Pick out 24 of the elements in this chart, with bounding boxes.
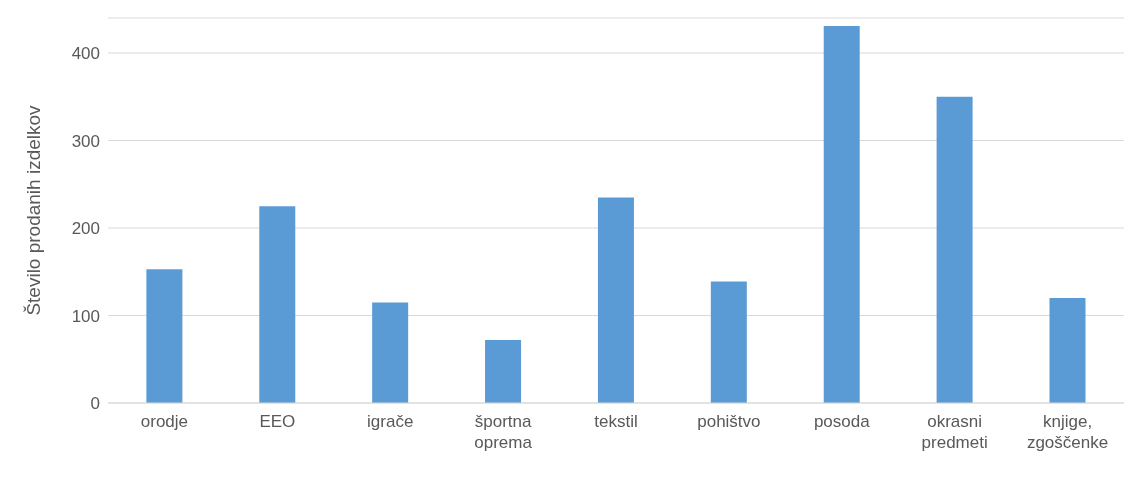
bar [710,281,747,403]
x-tick-label: igrače [367,412,414,431]
y-axis-title: Število prodanih izdelkov [22,104,44,316]
x-tick-label: EEO [259,412,296,431]
bar [146,269,183,403]
bar [823,25,860,403]
y-tick-label: 200 [71,219,100,239]
x-tick-label: orodje [140,412,189,431]
bar [372,302,409,403]
x-tick-label: knjige, zgoščenke [1026,412,1109,452]
y-tick-label: 300 [71,131,100,151]
bar [259,206,296,403]
x-tick-label: tekstil [594,412,638,431]
y-tick-label: 0 [90,394,100,414]
bar [485,340,522,403]
x-tick-label: pohištvo [697,412,761,431]
bar [1049,298,1086,403]
y-tick-label: 400 [71,44,100,64]
x-tick-label: športna oprema [474,412,533,452]
bar [597,197,634,403]
bar [936,96,973,403]
y-tick-label: 100 [71,306,100,326]
x-tick-label: okrasni predmeti [921,412,988,452]
x-tick-label: posoda [813,412,871,431]
